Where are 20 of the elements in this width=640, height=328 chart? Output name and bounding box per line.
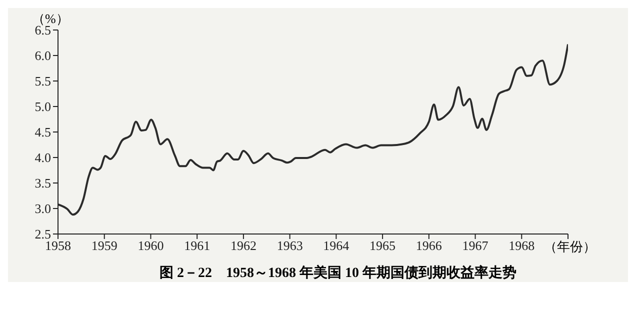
x-tick-label: 1964	[323, 238, 350, 254]
x-axis-title: （年份）	[544, 238, 596, 256]
x-tick-label: 1965	[370, 238, 396, 254]
y-tick-label: 6.0	[34, 48, 51, 64]
y-tick-label: 5.0	[34, 99, 51, 114]
y-axis-title: （%）	[32, 10, 69, 26]
x-tick-label: 1963	[276, 238, 303, 254]
text: 图 2－22 1958～1968 年美国 10 年期国债到期收益率走势	[158, 264, 518, 282]
x-tick-label: 1966	[416, 238, 442, 254]
x-tick-label: 1959	[91, 238, 118, 254]
y-tick-label: 3.5	[34, 176, 51, 191]
y-tick-label: 4.5	[34, 124, 51, 140]
x-tick-label: 1968	[508, 238, 535, 254]
x-tick-label: 1961	[184, 238, 210, 254]
y-tick-label: 5.5	[34, 74, 51, 89]
x-tick-label: 1967	[462, 238, 489, 254]
y-tick-label: 3.0	[34, 201, 51, 216]
x-tick-label: 1960	[138, 238, 164, 254]
x-tick-label: 1962	[230, 238, 256, 254]
y-tick-label: 4.0	[34, 150, 51, 166]
